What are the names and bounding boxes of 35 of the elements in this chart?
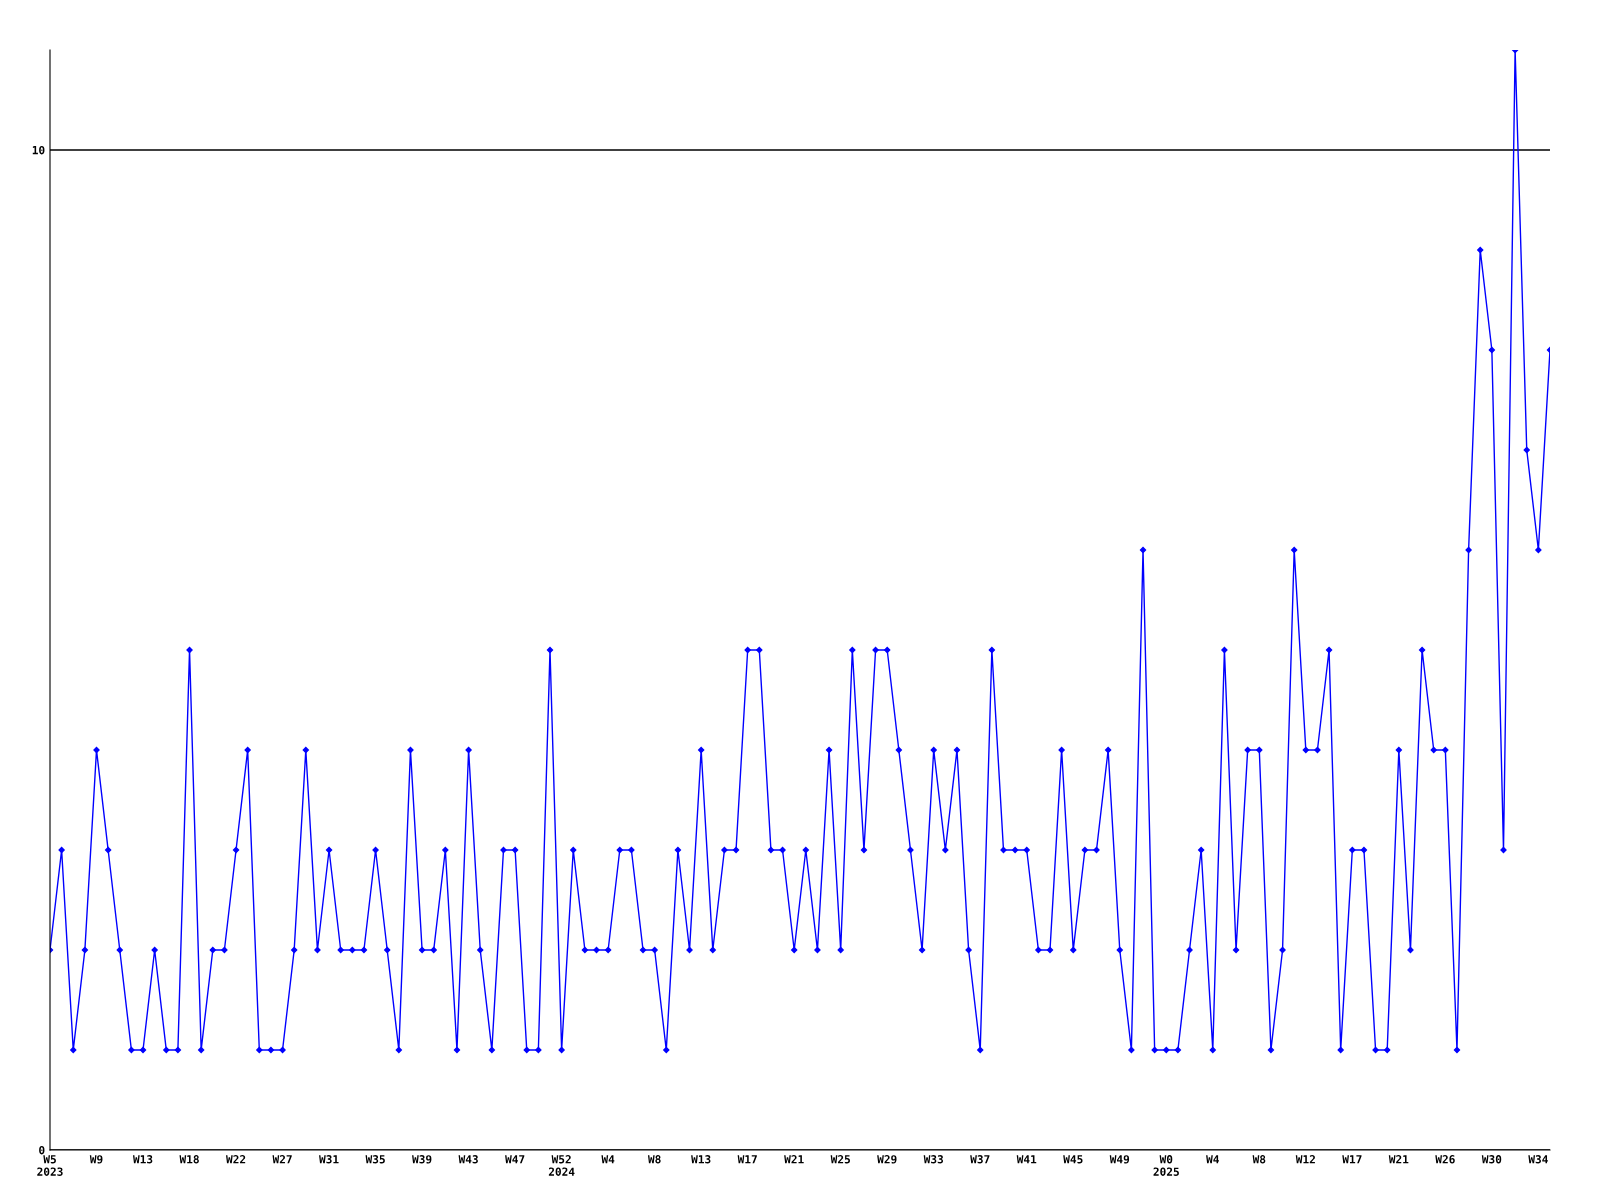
x-tick-label: W12 xyxy=(1295,1155,1315,1164)
x-tick-label: W34 xyxy=(1528,1155,1548,1164)
x-tick-label: W4 xyxy=(1206,1155,1219,1164)
x-tick-label: W33 xyxy=(923,1155,944,1164)
x-tick-label: W13 xyxy=(691,1155,711,1164)
x-tick-label: W17 xyxy=(737,1155,757,1164)
x-tick-label: W22 xyxy=(226,1155,246,1164)
x-tick-label: W0 2025 xyxy=(1153,1155,1179,1176)
x-tick-label: W9 xyxy=(89,1155,103,1164)
x-tick-label: W45 xyxy=(1063,1155,1083,1164)
x-tick-label: W21 xyxy=(784,1155,804,1164)
x-tick-label: W25 xyxy=(830,1155,850,1164)
x-tick-label: W43 xyxy=(458,1155,478,1164)
x-tick-label: W18 xyxy=(179,1155,199,1164)
x-tick-label: W30 xyxy=(1481,1155,1502,1164)
x-tick-label: W8 xyxy=(1252,1155,1266,1164)
x-tick-label: W8 xyxy=(647,1155,661,1164)
x-tick-label: W31 xyxy=(319,1155,339,1164)
x-tick-label: W26 xyxy=(1435,1155,1455,1164)
x-tick-label: W39 xyxy=(412,1155,432,1164)
x-tick-label: W47 xyxy=(505,1155,525,1164)
x-tick-label: W35 xyxy=(365,1155,385,1164)
x-tick-label: W4 xyxy=(601,1155,615,1164)
x-tick-label: W41 xyxy=(1016,1155,1037,1164)
x-tick-label: W17 xyxy=(1342,1155,1362,1164)
x-tick-label: W37 xyxy=(970,1155,990,1164)
x-tick-label: W49 xyxy=(1109,1155,1130,1164)
x-tick-label: W5 2023 xyxy=(37,1155,63,1176)
x-tick-label: W13 xyxy=(132,1155,153,1164)
x-tick-label: W27 xyxy=(272,1155,292,1164)
x-tick-label: W29 xyxy=(877,1155,897,1164)
x-tick-label: W52 2024 xyxy=(548,1155,575,1176)
y-tick-label: 0 xyxy=(39,1145,45,1155)
y-tick-label: 10 xyxy=(32,145,45,155)
x-tick-label: W21 xyxy=(1388,1155,1409,1164)
